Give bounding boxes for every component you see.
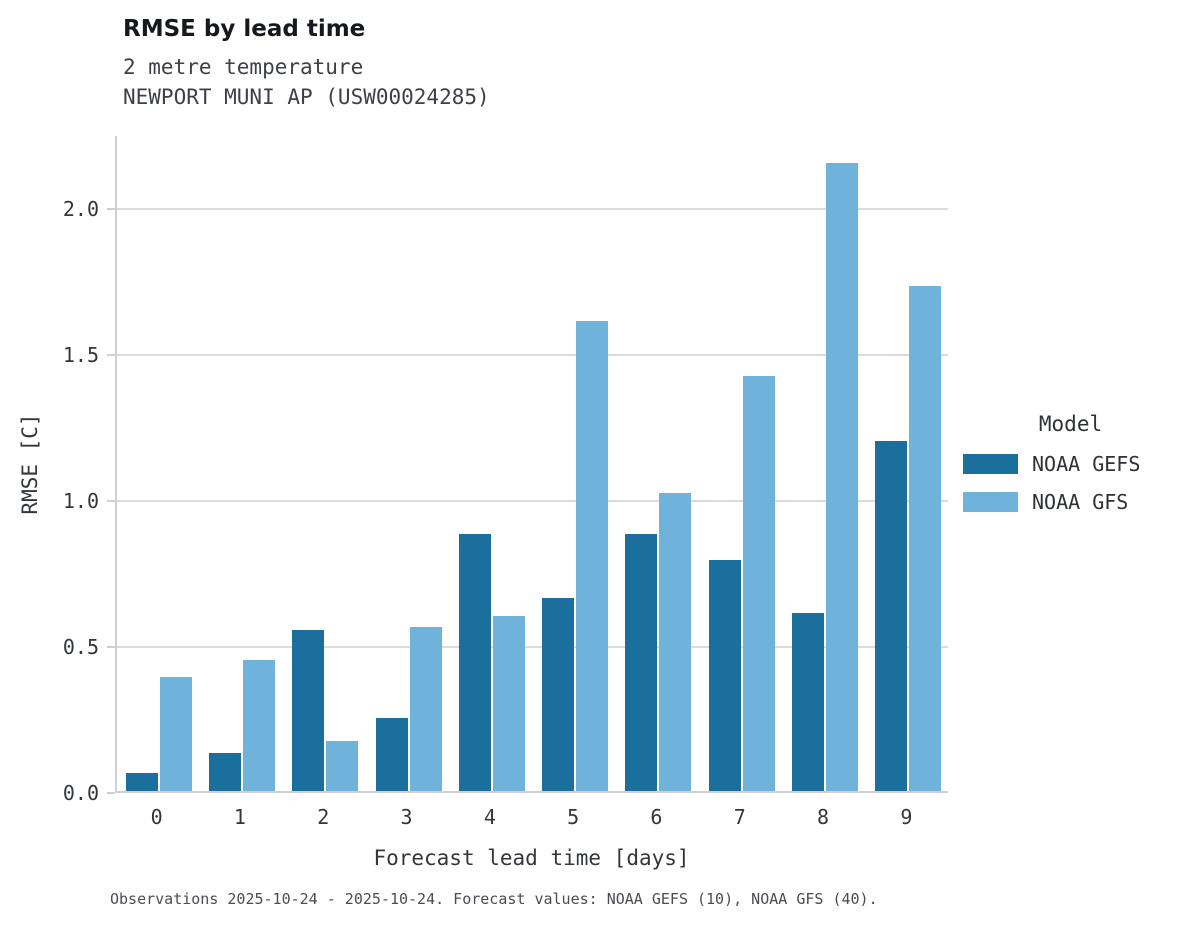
x-tick-label-8: 8 — [817, 805, 830, 829]
bar-noaa-gefs-day-3 — [375, 718, 408, 791]
x-tick-label-0: 0 — [150, 805, 163, 829]
x-tick-label-4: 4 — [483, 805, 496, 829]
chart-subtitle-variable: 2 metre temperature — [123, 55, 364, 79]
x-tick-label-7: 7 — [733, 805, 746, 829]
bar-noaa-gfs-day-1 — [242, 659, 275, 791]
y-tick-mark — [107, 646, 115, 648]
y-tick-label-0.5: 0.5 — [62, 635, 99, 659]
bar-noaa-gfs-day-2 — [326, 741, 359, 791]
bar-noaa-gefs-day-2 — [292, 630, 325, 791]
x-tick-label-5: 5 — [567, 805, 580, 829]
legend-item-noaa-gfs: NOAA GFS — [963, 490, 1178, 514]
gridline-0.5 — [117, 646, 948, 648]
x-axis-label: Forecast lead time [days] — [373, 846, 690, 870]
bar-noaa-gfs-day-6 — [659, 493, 692, 791]
chart-subtitle-station: NEWPORT MUNI AP (USW00024285) — [123, 85, 490, 110]
x-tick-label-1: 1 — [233, 805, 246, 829]
bar-noaa-gfs-day-5 — [576, 320, 609, 791]
bar-noaa-gefs-day-6 — [625, 534, 658, 791]
legend-label-noaa-gefs: NOAA GEFS — [1032, 452, 1141, 476]
bar-noaa-gfs-day-0 — [159, 677, 192, 791]
y-tick-mark — [107, 354, 115, 356]
x-axis: 0 1 2 3 4 5 6 7 8 9 — [115, 795, 948, 831]
bar-noaa-gefs-day-1 — [208, 753, 241, 791]
x-tick-label-9: 9 — [900, 805, 913, 829]
gridline-1.0 — [117, 500, 948, 502]
y-tick-label-1.0: 1.0 — [62, 489, 99, 513]
chart-title: RMSE by lead time — [123, 16, 366, 42]
y-tick-label-2.0: 2.0 — [62, 197, 99, 221]
legend: Model NOAA GEFS NOAA GFS — [963, 412, 1178, 528]
y-axis: 0.0 0.5 1.0 1.5 2.0 — [0, 136, 115, 805]
y-tick-mark — [107, 792, 115, 794]
bar-noaa-gfs-day-4 — [492, 615, 525, 791]
bar-noaa-gefs-day-5 — [542, 598, 575, 791]
y-tick-label-1.5: 1.5 — [62, 343, 99, 367]
x-tick-label-3: 3 — [400, 805, 413, 829]
title-block: RMSE by lead time 2 metre temperature NE… — [123, 16, 490, 113]
plot-area — [115, 136, 948, 793]
bar-noaa-gefs-day-4 — [458, 534, 491, 791]
legend-item-noaa-gefs: NOAA GEFS — [963, 452, 1178, 476]
gridline-2.0 — [117, 208, 948, 210]
y-tick-label-0.0: 0.0 — [62, 781, 99, 805]
caption: Observations 2025-10-24 - 2025-10-24. Fo… — [110, 890, 878, 908]
legend-swatch-noaa-gefs — [963, 454, 1018, 474]
bar-noaa-gefs-day-8 — [792, 612, 825, 791]
x-tick-label-6: 6 — [650, 805, 663, 829]
legend-label-noaa-gfs: NOAA GFS — [1032, 490, 1129, 514]
bar-noaa-gefs-day-7 — [708, 560, 741, 791]
y-tick-mark — [107, 208, 115, 210]
legend-swatch-noaa-gfs — [963, 492, 1018, 512]
bar-noaa-gfs-day-7 — [742, 376, 775, 791]
bar-noaa-gefs-day-9 — [875, 440, 908, 791]
gridline-1.5 — [117, 354, 948, 356]
bar-noaa-gfs-day-8 — [826, 163, 859, 791]
y-tick-mark — [107, 500, 115, 502]
bar-noaa-gfs-day-9 — [909, 285, 942, 791]
legend-title: Model — [1038, 412, 1103, 436]
bar-noaa-gfs-day-3 — [409, 627, 442, 791]
x-tick-label-2: 2 — [317, 805, 330, 829]
bar-noaa-gefs-day-0 — [125, 773, 158, 791]
